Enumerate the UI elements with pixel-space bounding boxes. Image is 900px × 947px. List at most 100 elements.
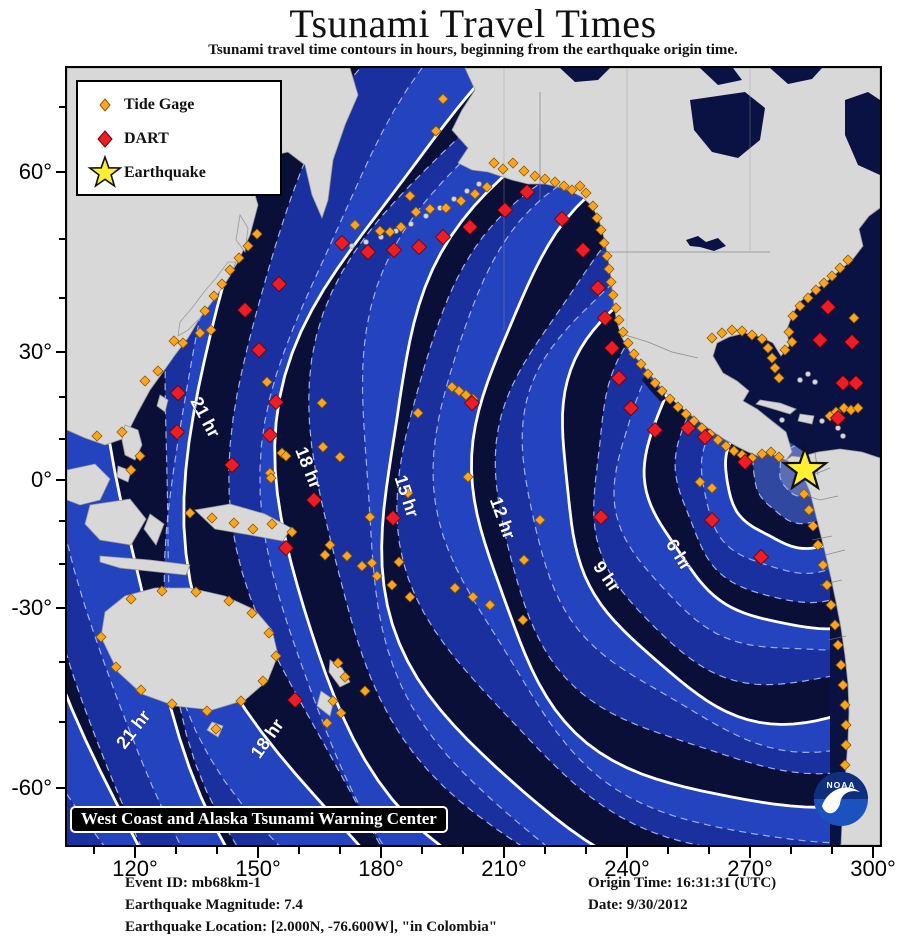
- tide-gage-marker: [446, 381, 458, 393]
- tide-gage-marker: [518, 554, 530, 566]
- tide-gage-marker: [135, 684, 147, 696]
- tide-gage-marker: [208, 290, 220, 302]
- lat-tick-label: 30°: [18, 339, 52, 364]
- dart-marker: [461, 218, 479, 236]
- origin-time: Origin Time: 16:31:31 (UTC): [588, 875, 777, 891]
- tide-gage-marker: [762, 342, 774, 354]
- lat-tick-label: -30°: [11, 595, 52, 620]
- legend-row-earthquake: Earthquake: [86, 155, 272, 190]
- dart-marker: [847, 374, 865, 392]
- dart-marker: [250, 341, 268, 359]
- borders: [539, 92, 847, 641]
- tide-gage-marker: [839, 699, 851, 711]
- tide-gage-marker: [286, 526, 298, 538]
- tide-gage-marker: [424, 203, 436, 215]
- tide-gage-marker: [327, 695, 339, 707]
- dart-marker: [385, 241, 403, 259]
- lon-major-tick: [503, 847, 505, 858]
- tide-gage-marker: [756, 448, 768, 460]
- lat-minor-tick: [59, 396, 66, 398]
- lat-major-tick: [56, 171, 66, 173]
- tide-gage-marker: [595, 224, 607, 236]
- tide-gage-marker: [393, 556, 405, 568]
- dart-marker: [843, 333, 861, 351]
- event-id: Event ID: mb68km-1: [125, 875, 261, 891]
- noaa-logo-text: NOAA: [826, 780, 855, 790]
- tide-gage-marker: [257, 675, 269, 687]
- tide-gage-marker: [233, 252, 245, 264]
- tide-gage-marker: [794, 300, 806, 312]
- tide-gage-marker: [462, 471, 474, 483]
- lon-minor-tick: [93, 847, 95, 854]
- tide-gage-marker: [672, 401, 684, 413]
- tide-gage-marker: [235, 695, 247, 707]
- dart-marker: [463, 394, 481, 412]
- dart-marker: [592, 508, 610, 526]
- dart-marker: [679, 419, 697, 437]
- dart-marker: [589, 279, 607, 297]
- dart-marker: [603, 339, 621, 357]
- tide-gage-marker: [251, 228, 263, 240]
- lat-minor-tick: [59, 106, 66, 108]
- dart-marker: [286, 691, 304, 709]
- tide-gage-marker: [263, 627, 275, 639]
- tide-gage-marker: [840, 739, 852, 751]
- tide-gage-marker: [110, 661, 122, 673]
- tide-gage-marker: [773, 372, 785, 384]
- lon-minor-tick: [831, 847, 833, 854]
- dart-marker: [518, 183, 536, 201]
- lon-major-tick: [134, 847, 136, 858]
- tide-gage-marker: [116, 426, 128, 438]
- dart-marker: [819, 298, 837, 316]
- lon-tick-label: 210°: [481, 856, 527, 881]
- lon-major-tick: [749, 847, 751, 858]
- lat-major-tick: [56, 607, 66, 609]
- dart-marker: [622, 399, 640, 417]
- lon-minor-tick: [421, 847, 423, 854]
- dart-marker: [267, 393, 285, 411]
- tide-gage-marker: [607, 289, 619, 301]
- tide-gage-marker: [798, 488, 810, 500]
- lon-major-tick: [626, 847, 628, 858]
- tide-gage-marker: [349, 219, 361, 231]
- dart-marker: [703, 511, 721, 529]
- lon-major-tick: [872, 847, 874, 858]
- tide-gage-marker: [518, 165, 530, 177]
- tide-gage-marker: [246, 607, 258, 619]
- tide-gage-marker: [184, 507, 196, 519]
- tide-gage-marker: [517, 614, 529, 626]
- tide-gage-marker: [825, 599, 837, 611]
- lon-tick-label: 150°: [235, 856, 281, 881]
- tide-gage-marker: [720, 440, 732, 452]
- lat-major-tick: [56, 351, 66, 353]
- tide-gage-marker: [591, 212, 603, 224]
- legend-label: DART: [124, 130, 169, 147]
- tide-gage-marker: [656, 385, 668, 397]
- lon-tick-label: 180°: [358, 856, 404, 881]
- lat-tick-label: 0°: [30, 467, 52, 492]
- tide-gage-marker: [374, 225, 386, 237]
- tide-gage-marker: [125, 464, 137, 476]
- lon-minor-tick: [339, 847, 341, 854]
- tide-gage-marker: [818, 277, 830, 289]
- tide-gage-marker: [539, 173, 551, 185]
- tide-gage-marker: [603, 263, 615, 275]
- tide-gage-marker: [835, 659, 847, 671]
- tide-gage-marker: [773, 451, 785, 463]
- dart-diamond-icon: [86, 129, 124, 149]
- tide-gage-marker: [842, 254, 854, 266]
- graticule: [503, 68, 751, 335]
- dart-marker: [261, 426, 279, 444]
- dart-marker: [574, 241, 592, 259]
- tide-gage-marker: [384, 226, 396, 238]
- tide-gage-marker: [558, 180, 570, 192]
- tide-gage-marker: [628, 348, 640, 360]
- tide-gage-marker: [549, 176, 561, 188]
- tide-gage-marker: [574, 180, 586, 192]
- legend-row-dart: DART: [86, 122, 272, 156]
- tide-gage-marker: [371, 570, 383, 582]
- lon-major-tick: [257, 847, 259, 858]
- tide-gage-marker: [812, 539, 824, 551]
- tide-gage-marker: [664, 393, 676, 405]
